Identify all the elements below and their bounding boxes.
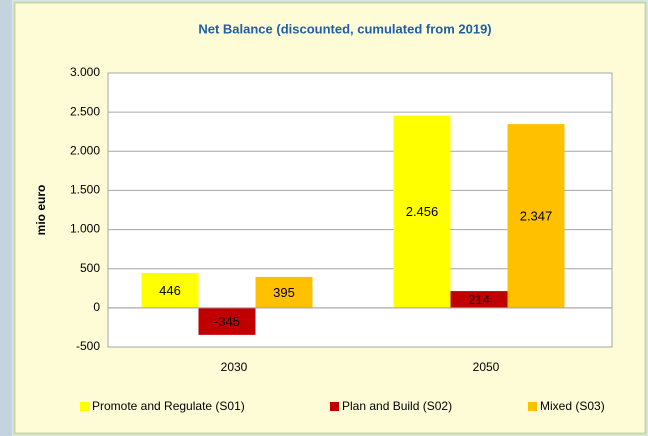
legend-label: Plan and Build (S02)	[342, 399, 452, 413]
y-axis-label: mio euro	[34, 185, 48, 236]
legend-swatch	[528, 402, 537, 411]
bar	[255, 276, 313, 308]
y-tick-label: 3.000	[70, 65, 100, 79]
data-label: 214	[468, 292, 490, 307]
data-label: 2.347	[520, 208, 553, 223]
x-tick-label: 2030	[221, 360, 248, 374]
side-strip	[0, 0, 12, 436]
data-label: 2.456	[406, 204, 439, 219]
x-tick-label: 2050	[473, 360, 500, 374]
bar	[507, 124, 565, 308]
data-label: 446	[159, 283, 181, 298]
bar	[393, 115, 451, 308]
data-label: 395	[273, 285, 295, 300]
y-tick-label: 0	[93, 300, 100, 314]
data-label: -345	[214, 314, 240, 329]
y-tick-label: 1.000	[70, 222, 100, 236]
chart-title: Net Balance (discounted, cumulated from …	[198, 21, 491, 36]
y-tick-label: 1.500	[70, 183, 100, 197]
legend-label: Promote and Regulate (S01)	[92, 399, 245, 413]
y-tick-label: 2.500	[70, 104, 100, 118]
legend-label: Mixed (S03)	[540, 399, 605, 413]
y-tick-label: -500	[76, 339, 100, 353]
legend-swatch	[80, 402, 89, 411]
bar	[141, 272, 199, 308]
y-tick-label: 2.000	[70, 143, 100, 157]
legend-swatch	[330, 402, 339, 411]
bar	[450, 291, 508, 308]
bar	[198, 307, 256, 335]
y-tick-label: 500	[80, 261, 100, 275]
